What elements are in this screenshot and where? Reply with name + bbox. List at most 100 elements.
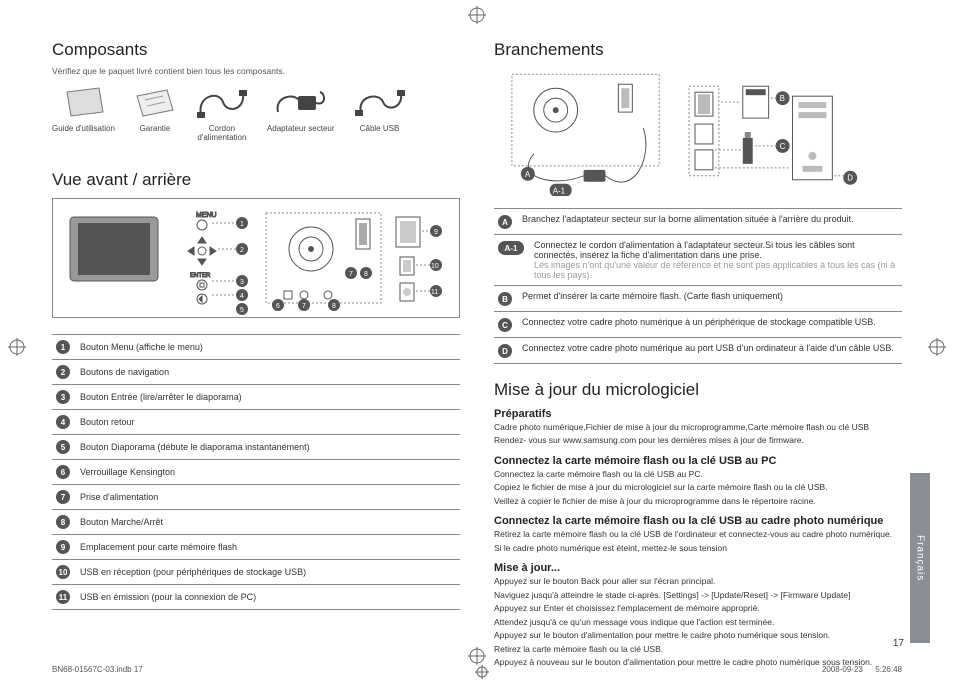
branch-row: C Connectez votre cadre photo numérique … <box>494 311 902 337</box>
crop-mark-top <box>468 6 486 24</box>
component-label: Guide d'utilisation <box>52 124 115 133</box>
legend-badge: 5 <box>56 440 70 454</box>
legend-text: Bouton retour <box>80 417 135 427</box>
firmware-line: Copiez le fichier de mise à jour du micr… <box>494 482 902 493</box>
adapter-icon <box>274 86 328 120</box>
firmware-line: Appuyez sur le bouton d'alimentation pou… <box>494 630 902 641</box>
front-rear-title: Vue avant / arrière <box>52 170 460 190</box>
branchements-title: Branchements <box>494 40 902 60</box>
firmware-line: Attendez jusqu'à ce qu'un message vous i… <box>494 617 902 628</box>
page-number: 17 <box>893 638 904 649</box>
front-rear-diagram: MENU ENTER <box>52 198 460 318</box>
branch-row: A-1 Connectez le cordon d'alimentation à… <box>494 234 902 285</box>
firmware-line: Appuyez sur le bouton Back pour aller su… <box>494 576 902 587</box>
component-label: Adaptateur secteur <box>267 124 335 133</box>
legend-row: 5 Bouton Diaporama (débute le diaporama … <box>52 434 460 459</box>
legend-badge: 6 <box>56 465 70 479</box>
legend-text: USB en réception (pour périphériques de … <box>80 567 306 577</box>
branch-row: B Permet d'insérer la carte mémoire flas… <box>494 285 902 311</box>
legend-text: Verrouillage Kensington <box>80 467 175 477</box>
legend-text: Bouton Diaporama (débute le diaporama in… <box>80 442 310 452</box>
svg-text:11: 11 <box>431 289 438 296</box>
legend-badge: 3 <box>56 390 70 404</box>
firmware-line: Retirez la carte mémoire flash ou la clé… <box>494 529 902 540</box>
footer-right: 2008-09-23 5:26:48 <box>822 665 902 679</box>
svg-text:3: 3 <box>240 279 244 286</box>
legend-row: 9 Emplacement pour carte mémoire flash <box>52 534 460 559</box>
branch-badge: D <box>498 344 512 358</box>
firmware-sections: Préparatifs Cadre photo numérique,Fichier… <box>494 408 902 669</box>
svg-text:5: 5 <box>240 307 244 314</box>
firmware-heading: Connectez la carte mémoire flash ou la c… <box>494 455 902 467</box>
legend-text: Boutons de navigation <box>80 367 169 377</box>
branch-text: Connectez votre cadre photo numérique au… <box>522 343 894 353</box>
legend-row: 3 Bouton Entrée (lire/arrêter le diapora… <box>52 384 460 409</box>
component-label: Câble USB <box>360 124 400 133</box>
svg-text:7: 7 <box>302 303 306 310</box>
svg-text:6: 6 <box>276 303 280 310</box>
firmware-line: Si le cadre photo numérique est éteint, … <box>494 543 902 554</box>
firmware-line: Rendez- vous sur www.samsung.com pour le… <box>494 435 902 446</box>
firmware-heading: Connectez la carte mémoire flash ou la c… <box>494 515 902 527</box>
branch-badge: C <box>498 318 512 332</box>
firmware-line: Naviguez jusqu'à atteindre le stade ci-a… <box>494 590 902 601</box>
legend-badge: 9 <box>56 540 70 554</box>
svg-text:8: 8 <box>332 303 336 310</box>
legend-row: 2 Boutons de navigation <box>52 359 460 384</box>
branch-text: Permet d'insérer la carte mémoire flash.… <box>522 291 783 301</box>
component-item: Câble USB <box>353 86 407 142</box>
svg-text:B: B <box>780 94 785 103</box>
left-column: Composants Vérifiez que le paquet livré … <box>52 30 460 671</box>
branch-note: Les images n'ont qu'une valeur de référe… <box>534 260 895 280</box>
card-icon <box>133 86 177 120</box>
svg-text:1: 1 <box>240 221 244 228</box>
crop-mark-left <box>8 338 26 356</box>
usb-cable-icon <box>353 86 407 120</box>
legend-row: 6 Verrouillage Kensington <box>52 459 460 484</box>
branch-text: Connectez votre cadre photo numérique à … <box>522 317 876 327</box>
crop-mark-right <box>928 338 946 356</box>
component-label: Cordon d'alimentation <box>197 124 246 142</box>
svg-text:4: 4 <box>240 293 244 300</box>
legend-row: 10 USB en réception (pour périphériques … <box>52 559 460 584</box>
legend-text: USB en émission (pour la connexion de PC… <box>80 592 256 602</box>
firmware-heading: Préparatifs <box>494 408 902 420</box>
legend-badge: 7 <box>56 490 70 504</box>
branch-row: A Branchez l'adaptateur secteur sur la b… <box>494 208 902 234</box>
svg-text:8: 8 <box>364 271 368 278</box>
firmware-line: Retirez la carte mémoire flash ou la clé… <box>494 644 902 655</box>
branch-text: Connectez le cordon d'alimentation à l'a… <box>534 240 898 280</box>
components-title: Composants <box>52 40 460 60</box>
svg-text:C: C <box>780 142 786 151</box>
legend-text: Bouton Marche/Arrêt <box>80 517 163 527</box>
legend-badge: 8 <box>56 515 70 529</box>
legend-badge: 11 <box>56 590 70 604</box>
legend-row: 1 Bouton Menu (affiche le menu) <box>52 334 460 359</box>
component-item: Garantie <box>133 86 177 142</box>
footer-left: BN68-01567C-03.indb 17 <box>52 665 143 679</box>
legend-row: 4 Bouton retour <box>52 409 460 434</box>
svg-text:2: 2 <box>240 247 244 254</box>
branch-badge: A <box>498 215 512 229</box>
manual-page: Composants Vérifiez que le paquet livré … <box>0 0 954 693</box>
branch-text: Branchez l'adaptateur secteur sur la bor… <box>522 214 854 224</box>
language-tab: Français <box>910 473 930 643</box>
component-item: Guide d'utilisation <box>52 86 115 142</box>
branchements-table: A Branchez l'adaptateur secteur sur la b… <box>494 208 902 364</box>
firmware-heading: Mise à jour... <box>494 562 902 574</box>
crop-mark-bottom <box>468 647 486 665</box>
legend-text: Bouton Entrée (lire/arrêter le diaporama… <box>80 392 242 402</box>
legend-badge: 2 <box>56 365 70 379</box>
svg-text:ENTER: ENTER <box>190 273 211 279</box>
legend-badge: 4 <box>56 415 70 429</box>
svg-text:9: 9 <box>434 229 438 236</box>
component-label: Garantie <box>140 124 171 133</box>
legend-text: Emplacement pour carte mémoire flash <box>80 542 237 552</box>
branch-badge: B <box>498 292 512 306</box>
legend-row: 11 USB en émission (pour la connexion de… <box>52 584 460 610</box>
legend-badge: 1 <box>56 340 70 354</box>
svg-text:A-1: A-1 <box>553 187 566 196</box>
firmware-line: Cadre photo numérique,Fichier de mise à … <box>494 422 902 433</box>
branch-badge: A-1 <box>498 241 524 255</box>
svg-text:7: 7 <box>349 271 353 278</box>
